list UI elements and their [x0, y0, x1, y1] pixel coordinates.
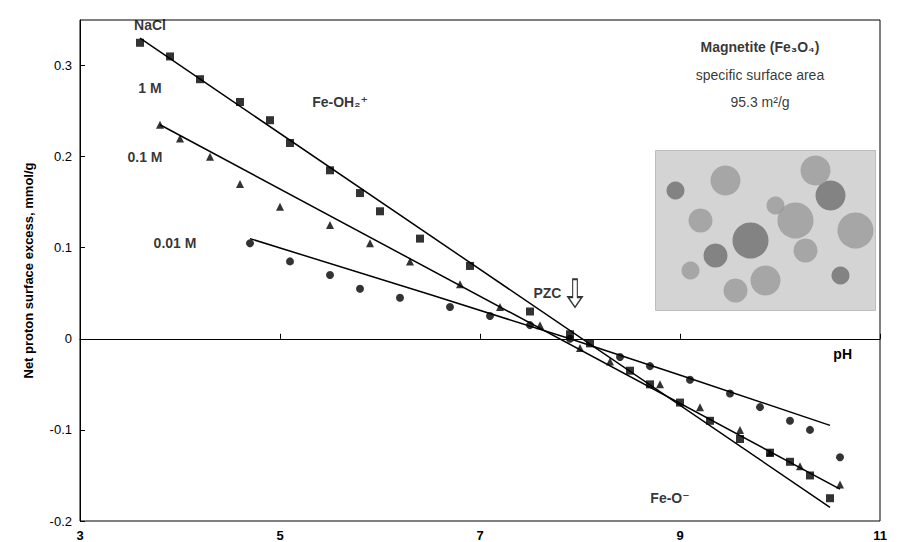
svg-text:pH: pH: [833, 346, 852, 362]
svg-text:5: 5: [276, 528, 283, 542]
svg-text:NaCl: NaCl: [134, 17, 166, 33]
svg-text:11: 11: [873, 528, 887, 542]
svg-text:95.3 m²/g: 95.3 m²/g: [730, 94, 789, 110]
svg-text:7: 7: [476, 528, 483, 542]
svg-text:0.1 M: 0.1 M: [127, 149, 162, 165]
svg-text:1 M: 1 M: [138, 80, 161, 96]
svg-text:3: 3: [76, 528, 83, 542]
svg-text:0: 0: [65, 331, 72, 346]
svg-text:0.2: 0.2: [54, 149, 72, 164]
svg-text:Net proton surface excess, mmo: Net proton surface excess, mmol/g: [21, 162, 36, 378]
svg-text:-0.1: -0.1: [50, 422, 72, 437]
svg-text:Fe-O⁻: Fe-O⁻: [650, 490, 689, 506]
svg-text:PZC: PZC: [533, 285, 561, 301]
svg-text:0.01 M: 0.01 M: [154, 235, 197, 251]
svg-text:0.3: 0.3: [54, 58, 72, 73]
svg-text:0.1: 0.1: [54, 240, 72, 255]
svg-text:-0.2: -0.2: [50, 514, 72, 529]
svg-text:Fe-OH₂⁺: Fe-OH₂⁺: [312, 94, 368, 110]
svg-text:9: 9: [676, 528, 683, 542]
svg-text:Magnetite (Fe₃O₄): Magnetite (Fe₃O₄): [701, 39, 820, 55]
svg-text:specific surface area: specific surface area: [696, 67, 825, 83]
